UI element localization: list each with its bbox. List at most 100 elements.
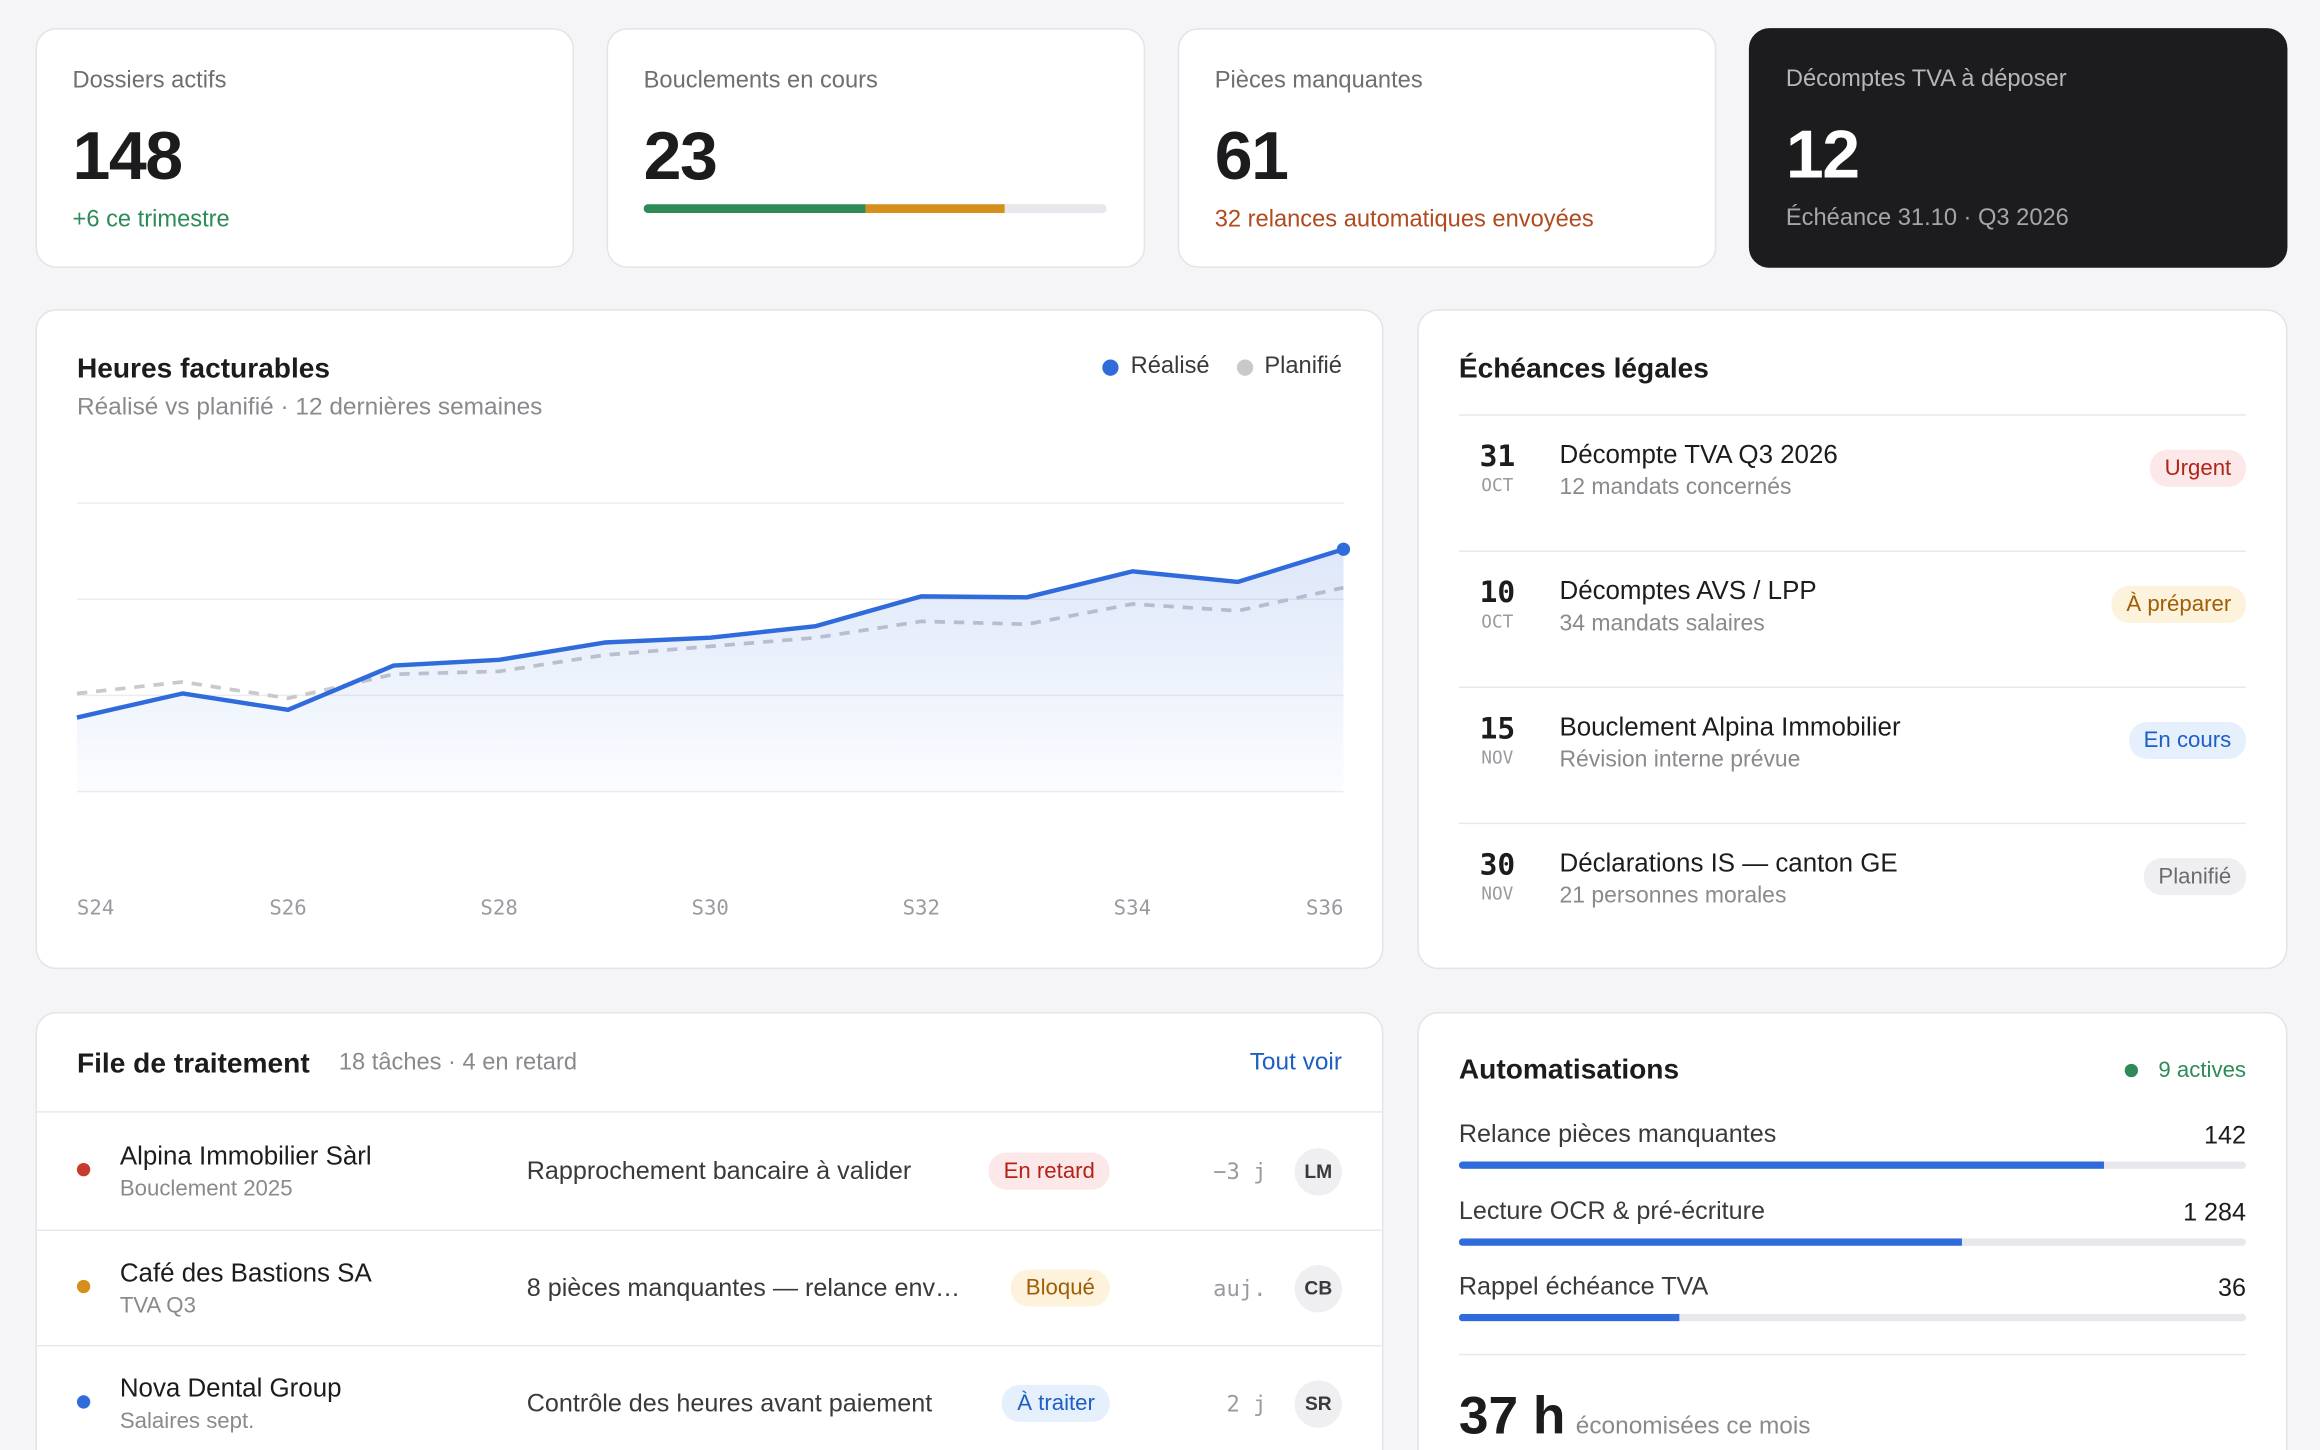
kpi-label: Pièces manquantes — [1214, 68, 1423, 94]
progress-segment — [643, 204, 866, 214]
automation-name: Lecture OCR & pré-écriture — [1458, 1196, 1766, 1225]
date-day: 31 — [1479, 437, 1516, 474]
progress-track — [643, 204, 1107, 214]
automation-name: Relance pièces manquantes — [1458, 1120, 1777, 1149]
client-name: Café des Bastions SA — [119, 1256, 372, 1287]
automations-card: Automatisations 9 actives 37 h économisé… — [1417, 1012, 2288, 1450]
owner-avatar: SR — [1294, 1380, 1342, 1428]
automation-bar — [1458, 1313, 1680, 1322]
x-tick-label: S34 — [1114, 895, 1151, 919]
kpi-value: 61 — [1214, 116, 1289, 194]
legend-label: Planifié — [1264, 353, 1342, 379]
kpi-value: 12 — [1785, 115, 1860, 193]
owner-avatar: CB — [1294, 1264, 1342, 1312]
deadline-sub: 21 personnes morales — [1559, 883, 1787, 909]
chart: S24 S26 S28 S30 S32 S34 S36 — [76, 502, 1351, 919]
see-all-link[interactable]: Tout voir — [1249, 1049, 1342, 1076]
deadline-sub: 34 mandats salaires — [1559, 611, 1765, 637]
date-month: NOV — [1481, 747, 1514, 768]
automation-bar — [1458, 1161, 2105, 1169]
legend-item: Réalisé — [1102, 354, 1210, 381]
kpi-card: Dossiers actifs 148 +6 ce trimestre — [35, 28, 575, 268]
chart-card: Heures facturables Réalisé vs planifié ·… — [35, 309, 1384, 970]
kpi-value: 148 — [72, 116, 184, 194]
client-name: Alpina Immobilier Sàrl — [119, 1140, 372, 1171]
task: Rapprochement bancaire à valider — [526, 1157, 912, 1186]
kpi-note: Échéance 31.10 · Q3 2026 — [1785, 205, 2069, 231]
status-badge: En retard — [988, 1152, 1110, 1190]
client-sub: TVA Q3 — [119, 1292, 196, 1318]
status-dot — [2124, 1063, 2139, 1078]
deadlines-card: Échéances légales 31 OCT Décompte TVA Q3 2… — [1417, 309, 2288, 970]
divider — [1458, 822, 2247, 825]
delay: −3 j — [1213, 1158, 1267, 1186]
divider — [1458, 1353, 2247, 1356]
automation-track — [1458, 1237, 2247, 1246]
automation-track — [1458, 1313, 2247, 1322]
line — [76, 547, 1345, 720]
status-badge: Bloqué — [1010, 1268, 1110, 1306]
date-month: NOV — [1481, 883, 1514, 905]
automation-count: 1 284 — [2183, 1197, 2247, 1226]
kpi-note: +6 ce trimestre — [72, 207, 230, 233]
deadline-title: Bouclement Alpina Immobilier — [1559, 711, 1901, 742]
kpi-label: Dossiers actifs — [72, 68, 227, 94]
deadline-sub: 12 mandats concernés — [1559, 474, 1792, 501]
kpi-label: Bouclements en cours — [643, 68, 878, 94]
automation-count: 36 — [2218, 1273, 2247, 1303]
x-tick-label: S36 — [1306, 895, 1343, 919]
automation-bar — [1458, 1237, 1963, 1246]
kpi-note: 32 relances automatiques envoyées — [1214, 207, 1594, 233]
kpi-label: Décomptes TVA à déposer — [1785, 66, 2067, 92]
delay: 2 j — [1226, 1390, 1267, 1418]
owner-avatar: LM — [1294, 1148, 1342, 1196]
saved-hours: 37 h — [1458, 1384, 1566, 1446]
client-name: Nova Dental Group — [119, 1373, 342, 1403]
area — [76, 549, 1344, 792]
legend-swatch — [1102, 358, 1119, 376]
automation-track — [1458, 1161, 2247, 1169]
delay: auj. — [1213, 1274, 1267, 1302]
deadline-title: Déclarations IS — canton GE — [1559, 847, 1898, 878]
divider — [36, 1344, 1382, 1347]
legend: Réalisé Planifié — [1102, 354, 1342, 381]
queue-card: File de traitement 18 tâches · 4 en reta… — [35, 1012, 1384, 1450]
status-dot — [76, 1162, 91, 1177]
legend-item: Planifié — [1236, 354, 1342, 381]
client-sub: Bouclement 2025 — [119, 1176, 293, 1202]
last-point — [1336, 542, 1351, 556]
x-tick-label: S30 — [692, 895, 729, 919]
divider — [1458, 550, 2247, 552]
chart-subtitle: Réalisé vs planifié · 12 dernières semai… — [76, 393, 543, 421]
automation-name: Rappel échéance TVA — [1458, 1272, 1709, 1301]
kpi-card: Décomptes TVA à déposer 12 Échéance 31.1… — [1748, 28, 2288, 268]
x-tick-label: S32 — [903, 895, 940, 919]
deadline-title: Décompte TVA Q3 2026 — [1559, 439, 1838, 470]
task: 8 pièces manquantes — relance env… — [526, 1273, 961, 1302]
x-tick-label: S24 — [77, 895, 114, 919]
date-month: OCT — [1481, 611, 1514, 632]
section-title: Échéances légales — [1458, 353, 1709, 385]
section-title: Automatisations — [1458, 1054, 1680, 1087]
progress-segment — [865, 204, 1005, 214]
task: Contrôle des heures avant paiement — [526, 1389, 933, 1418]
x-tick-label: S26 — [269, 895, 306, 919]
x-tick-label: S28 — [480, 895, 517, 919]
divider — [1458, 414, 2247, 416]
divider — [1458, 686, 2247, 689]
deadline-title: Décomptes AVS / LPP — [1559, 575, 1817, 606]
deadline-sub: Révision interne prévue — [1559, 747, 1801, 773]
date-month: OCT — [1481, 474, 1514, 496]
queue-meta: 18 tâches · 4 en retard — [338, 1050, 578, 1076]
status-badge: Urgent — [2149, 449, 2247, 487]
status-dot — [76, 1279, 91, 1293]
kpi-card: Bouclements en cours 23 — [606, 28, 1146, 268]
saved-note: économisées ce mois — [1575, 1413, 1811, 1440]
kpi-card: Pièces manquantes 61 32 relances automat… — [1177, 28, 1717, 268]
date-day: 15 — [1479, 710, 1516, 746]
client-sub: Salaires sept. — [119, 1408, 255, 1434]
automation-count: 142 — [2204, 1121, 2247, 1150]
status-dot — [76, 1395, 91, 1409]
